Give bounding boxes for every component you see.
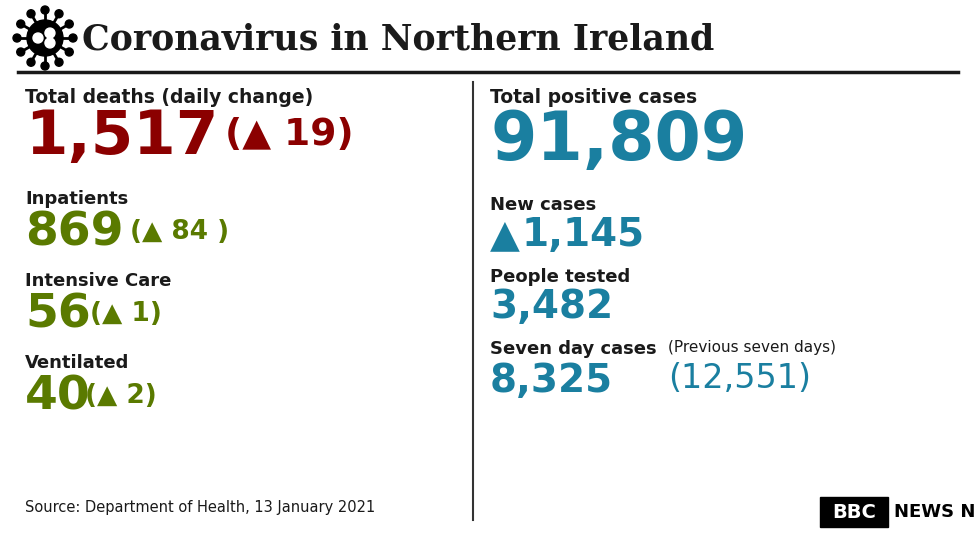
Circle shape: [17, 20, 24, 28]
Circle shape: [65, 48, 73, 56]
Text: 40: 40: [25, 374, 91, 419]
Circle shape: [65, 20, 73, 28]
Circle shape: [45, 28, 55, 38]
Text: Seven day cases: Seven day cases: [490, 340, 657, 358]
Text: (12,551): (12,551): [668, 362, 811, 395]
Text: 91,809: 91,809: [490, 108, 748, 174]
Circle shape: [45, 38, 55, 48]
Text: (▲ 1): (▲ 1): [90, 301, 162, 327]
Text: Source: Department of Health, 13 January 2021: Source: Department of Health, 13 January…: [25, 500, 375, 515]
Text: NEWS NI: NEWS NI: [894, 503, 976, 521]
Circle shape: [27, 20, 63, 56]
Text: BBC: BBC: [833, 502, 875, 522]
Text: 3,482: 3,482: [490, 288, 613, 326]
Circle shape: [55, 58, 63, 66]
Text: Ventilated: Ventilated: [25, 354, 130, 372]
Circle shape: [55, 10, 63, 18]
Circle shape: [17, 48, 24, 56]
Text: 8,325: 8,325: [490, 362, 613, 400]
Text: ▲: ▲: [490, 216, 520, 254]
Text: New cases: New cases: [490, 196, 596, 214]
Text: Intensive Care: Intensive Care: [25, 272, 172, 290]
Circle shape: [27, 58, 35, 66]
Circle shape: [41, 6, 49, 14]
Circle shape: [41, 62, 49, 70]
Circle shape: [33, 33, 43, 43]
Text: Total deaths (daily change): Total deaths (daily change): [25, 88, 313, 107]
FancyBboxPatch shape: [820, 497, 888, 527]
Text: Total positive cases: Total positive cases: [490, 88, 697, 107]
Circle shape: [13, 34, 21, 42]
Text: (Previous seven days): (Previous seven days): [668, 340, 836, 355]
Text: People tested: People tested: [490, 268, 630, 286]
Text: (▲ 19): (▲ 19): [225, 117, 353, 153]
Text: 869: 869: [25, 210, 124, 255]
Circle shape: [69, 34, 77, 42]
Circle shape: [27, 10, 35, 18]
Text: (▲ 84 ): (▲ 84 ): [130, 219, 229, 245]
Text: 1,517: 1,517: [25, 108, 219, 167]
Text: Coronavirus in Northern Ireland: Coronavirus in Northern Ireland: [82, 23, 714, 57]
Text: 1,145: 1,145: [522, 216, 645, 254]
Text: (▲ 2): (▲ 2): [85, 383, 157, 409]
Text: Inpatients: Inpatients: [25, 190, 128, 208]
Text: 56: 56: [25, 292, 91, 337]
